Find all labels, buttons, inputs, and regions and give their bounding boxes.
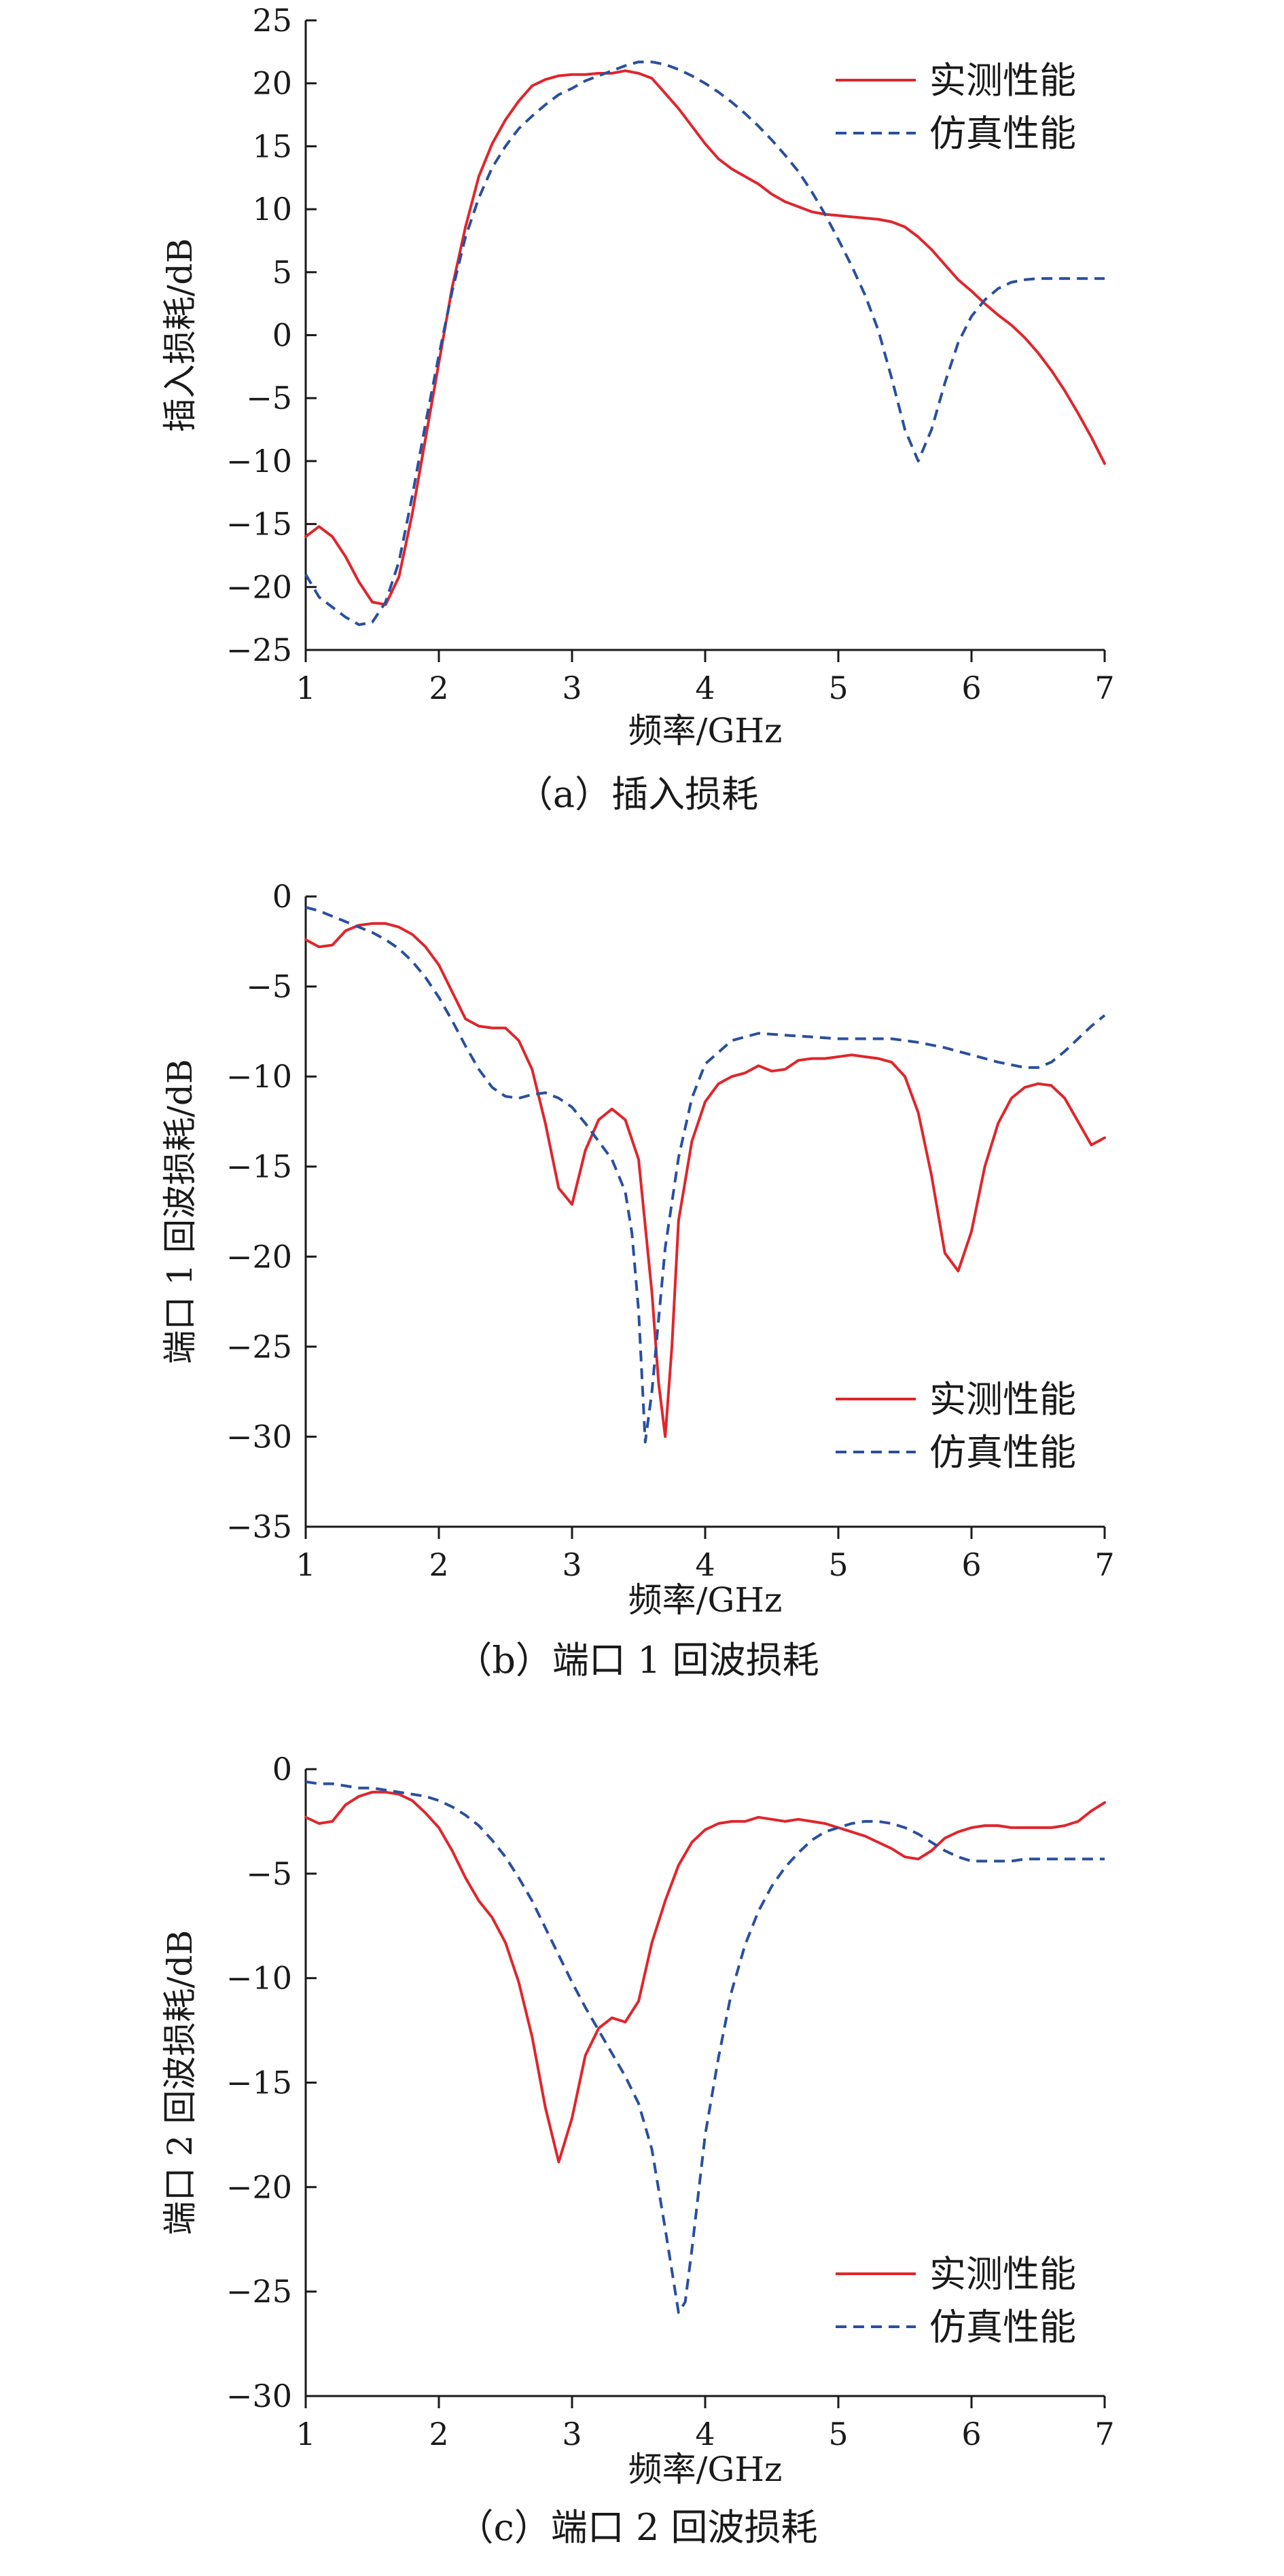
x-tick-label: 3 xyxy=(562,2416,582,2452)
y-axis-title: 插入损耗/dB xyxy=(160,238,200,433)
x-tick-label: 2 xyxy=(429,670,448,706)
x-axis-title: 频率/GHz xyxy=(628,1580,783,1620)
measured-series-line xyxy=(304,1790,1106,2164)
y-tick-label: 0 xyxy=(272,878,292,915)
legend-label: 仿真性能 xyxy=(929,112,1076,155)
y-tick-label: −5 xyxy=(246,1855,292,1892)
y-axis-title: 端口 2 回波损耗/dB xyxy=(160,1930,200,2235)
chart-caption: （b）端口 1 回波损耗 xyxy=(455,1639,819,1682)
y-tick-label: −25 xyxy=(226,632,292,668)
x-tick-label: 3 xyxy=(562,670,582,706)
y-tick-label: −20 xyxy=(226,2169,292,2205)
x-tick-label: 1 xyxy=(296,2416,315,2452)
legend-label: 仿真性能 xyxy=(929,2306,1076,2348)
chart-3: 0 −5 −10 −15 −20 −25 −301 2 3 4 5 6 7 频率/GHz 端口 2 回波损耗… xyxy=(160,1751,1115,2549)
x-tick-label: 1 xyxy=(296,1546,315,1583)
x-tick-label: 5 xyxy=(828,670,848,706)
y-tick-label: −20 xyxy=(226,568,292,605)
x-tick-label: 6 xyxy=(961,670,981,706)
y-tick-label: 5 xyxy=(272,254,292,291)
x-tick-label: 5 xyxy=(828,1546,848,1583)
y-tick-label: −10 xyxy=(226,443,292,479)
y-tick-label: −15 xyxy=(226,2065,292,2101)
chart-2: 0 −5 −10 −15 −20 −25 −30 −351 2 3 4 5 6 7 频率/GHz 端口 1 回… xyxy=(160,878,1115,1682)
chart-caption: （a）插入损耗 xyxy=(516,773,758,816)
x-tick-label: 6 xyxy=(961,1546,981,1583)
x-tick-label: 5 xyxy=(828,2416,848,2452)
y-tick-label: −30 xyxy=(226,1418,292,1455)
y-axis-title: 端口 1 回波损耗/dB xyxy=(160,1059,200,1364)
x-axis-title: 频率/GHz xyxy=(628,711,783,750)
x-tick-label: 2 xyxy=(429,2416,448,2452)
simulated-series-line xyxy=(304,60,1105,626)
y-tick-label: 0 xyxy=(272,1751,292,1788)
legend-label: 实测性能 xyxy=(929,59,1076,102)
y-tick-label: −5 xyxy=(246,380,292,416)
y-tick-label: 10 xyxy=(252,191,292,228)
y-tick-label: −10 xyxy=(226,1960,292,1997)
measured-series-line xyxy=(304,922,1106,1438)
x-tick-label: 3 xyxy=(562,1546,582,1583)
y-tick-label: −35 xyxy=(226,1508,292,1545)
measured-series-line xyxy=(304,69,1106,606)
chart-1: 25 20 15 10 5 0 −5 −10 −15 −20 −251 2 3 4 5 6 7 频率/GHz 插入损… xyxy=(160,2,1115,816)
y-tick-label: 20 xyxy=(252,65,292,102)
y-tick-label: 15 xyxy=(252,128,292,164)
x-tick-label: 6 xyxy=(961,2416,981,2452)
y-tick-label: 25 xyxy=(252,2,292,39)
x-tick-label: 7 xyxy=(1094,2416,1114,2452)
y-tick-label: −30 xyxy=(226,2378,292,2414)
y-tick-label: −15 xyxy=(226,506,292,543)
legend-label: 仿真性能 xyxy=(929,1431,1076,1474)
simulated-series-line xyxy=(305,905,1106,1444)
simulated-series-line xyxy=(305,1780,1105,2314)
x-tick-label: 4 xyxy=(695,1546,715,1583)
x-tick-label: 4 xyxy=(695,2416,715,2452)
x-tick-label: 2 xyxy=(429,1546,448,1583)
x-axis-title: 频率/GHz xyxy=(628,2450,783,2489)
y-tick-label: 0 xyxy=(272,317,292,354)
chart-caption: （c）端口 2 回波损耗 xyxy=(457,2506,818,2549)
y-tick-label: −20 xyxy=(226,1238,292,1275)
x-tick-label: 7 xyxy=(1094,670,1114,706)
legend-label: 实测性能 xyxy=(929,1378,1076,1421)
y-tick-label: −10 xyxy=(226,1058,292,1095)
x-tick-label: 4 xyxy=(695,670,715,706)
y-tick-label: −15 xyxy=(226,1148,292,1185)
x-tick-label: 7 xyxy=(1094,1546,1114,1583)
legend-label: 实测性能 xyxy=(929,2253,1076,2296)
y-tick-label: −25 xyxy=(226,1328,292,1365)
x-tick-label: 1 xyxy=(296,670,315,706)
y-tick-label: −5 xyxy=(246,968,292,1005)
y-tick-label: −25 xyxy=(226,2273,292,2310)
